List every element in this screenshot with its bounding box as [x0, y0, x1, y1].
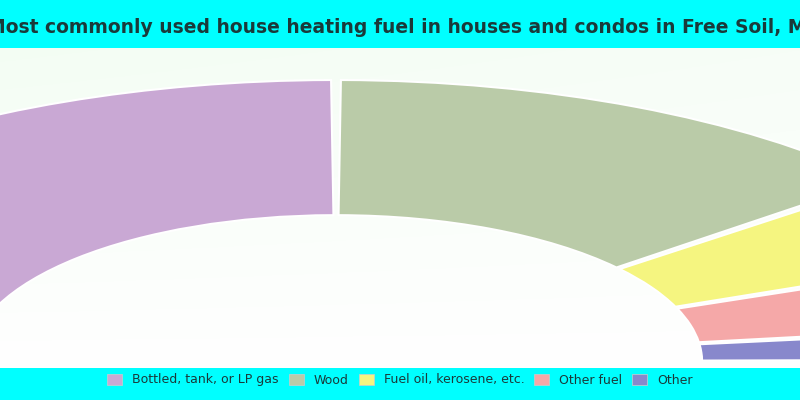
- Wedge shape: [0, 80, 334, 360]
- Wedge shape: [338, 80, 800, 268]
- Text: Most commonly used house heating fuel in houses and condos in Free Soil, MI: Most commonly used house heating fuel in…: [0, 18, 800, 37]
- Wedge shape: [678, 260, 800, 342]
- Wedge shape: [620, 184, 800, 307]
- Legend: Bottled, tank, or LP gas, Wood, Fuel oil, kerosene, etc., Other fuel, Other: Bottled, tank, or LP gas, Wood, Fuel oil…: [102, 368, 698, 392]
- Wedge shape: [699, 328, 800, 360]
